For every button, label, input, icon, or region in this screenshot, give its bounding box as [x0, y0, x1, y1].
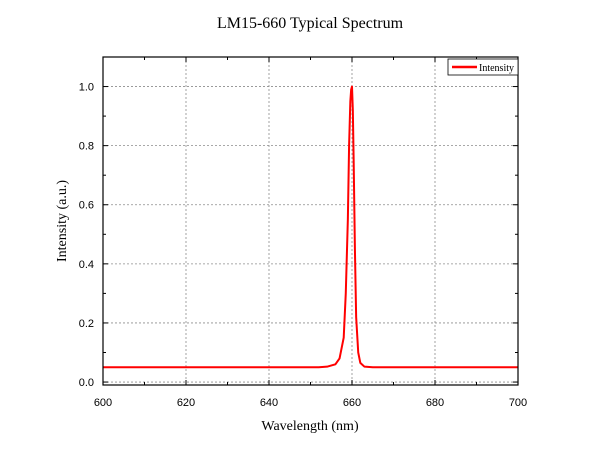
- x-tick-label: 660: [343, 397, 361, 409]
- y-tick-labels: 0.0 0.2 0.4 0.6 0.8 1.0: [79, 82, 94, 389]
- x-axis-label: Wavelength (nm): [261, 419, 359, 434]
- y-tick-label: 0.4: [79, 259, 94, 271]
- legend: Intensity: [447, 58, 519, 76]
- x-tick-label: 700: [509, 397, 527, 409]
- axis-ticks: [102, 56, 519, 385]
- chart-title: LM15-660 Typical Spectrum: [217, 15, 404, 32]
- y-axis-label: Intensity (a.u.): [55, 180, 70, 262]
- x-tick-label: 620: [177, 397, 195, 409]
- grid-lines: [103, 57, 518, 385]
- y-tick-label: 0.6: [79, 200, 94, 212]
- y-tick-label: 1.0: [79, 82, 94, 94]
- y-tick-label: 0.2: [79, 318, 94, 330]
- y-tick-label: 0.8: [79, 141, 94, 153]
- x-tick-label: 640: [260, 397, 278, 409]
- plot-frame: [102, 56, 519, 386]
- x-tick-label: 680: [426, 397, 444, 409]
- legend-label: Intensity: [479, 63, 514, 74]
- y-tick-label: 0.0: [79, 377, 94, 389]
- intensity-series-line: [103, 85, 518, 369]
- legend-box: [447, 58, 519, 76]
- x-tick-label: 600: [94, 397, 112, 409]
- x-tick-labels: 600 620 640 660 680 700: [94, 397, 527, 409]
